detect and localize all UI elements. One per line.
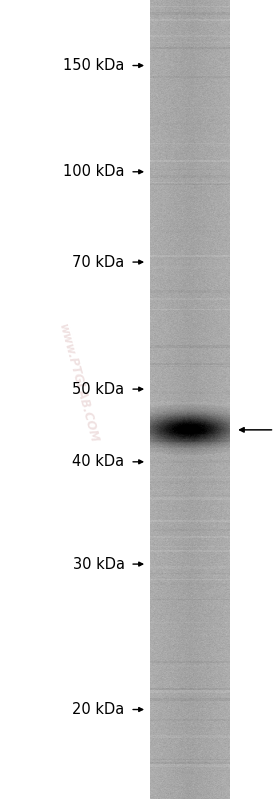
- Text: 40 kDa: 40 kDa: [73, 455, 125, 469]
- Text: 150 kDa: 150 kDa: [63, 58, 125, 73]
- Text: 100 kDa: 100 kDa: [63, 165, 125, 179]
- Text: www.PTGLAB.COM: www.PTGLAB.COM: [56, 322, 101, 445]
- Text: 70 kDa: 70 kDa: [72, 255, 125, 269]
- Text: 20 kDa: 20 kDa: [72, 702, 125, 717]
- Text: 50 kDa: 50 kDa: [73, 382, 125, 396]
- Text: 30 kDa: 30 kDa: [73, 557, 125, 571]
